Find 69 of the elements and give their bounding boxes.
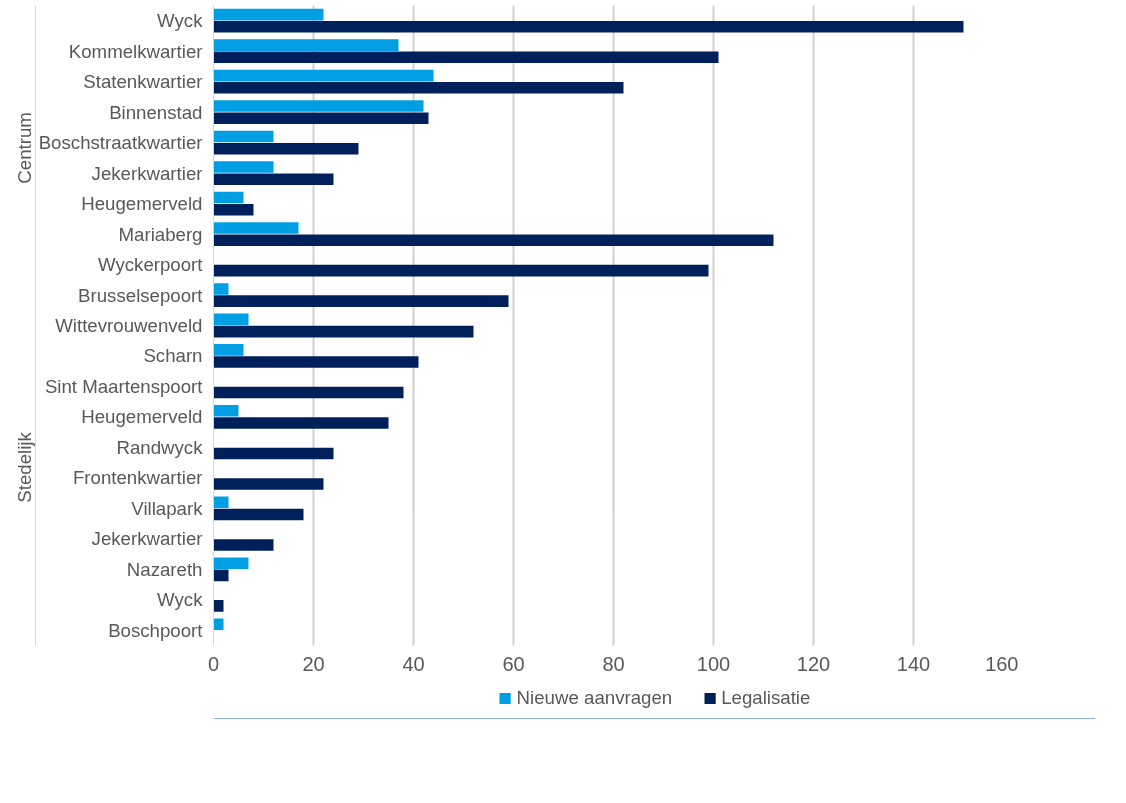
legend-label: Nieuwe aanvragen: [516, 687, 673, 709]
y-tick-label: Heugemerveld: [81, 193, 203, 215]
bar: [213, 112, 429, 125]
x-tick-label: 100: [696, 652, 731, 675]
bar: [213, 447, 334, 460]
bar: [213, 618, 224, 630]
bar: [213, 191, 244, 204]
bar: [213, 569, 229, 582]
bar: [213, 325, 474, 338]
bar: [213, 356, 419, 368]
bar: [213, 21, 964, 33]
text: Centrum: [14, 112, 35, 184]
y-tick-label: Villapark: [131, 497, 204, 519]
x-tick-label: 0: [207, 652, 220, 675]
y-tick-label: Sint Maartenspoort: [44, 375, 204, 397]
bar: [213, 82, 624, 94]
bar: [213, 600, 224, 612]
x-tick-label: 60: [502, 652, 525, 675]
y-tick-label: Wyck: [157, 10, 204, 32]
bar: [213, 496, 229, 509]
bar: [213, 69, 434, 82]
x-tick-label: 80: [602, 652, 625, 675]
bar: [213, 386, 404, 399]
bar: [213, 557, 249, 569]
y-tick-label: Wyck: [157, 589, 204, 611]
bar: [213, 234, 774, 246]
bar: [213, 313, 249, 326]
bar: [213, 344, 244, 356]
y-tick-label: Jekerkwartier: [91, 162, 203, 184]
bar: [213, 130, 274, 143]
bar: [213, 203, 254, 216]
y-tick-label: Wyckerpoort: [97, 254, 204, 276]
y-tick-label: Wittevrouwenveld: [55, 315, 203, 336]
bar: [213, 100, 424, 112]
y-tick-label: Nazareth: [126, 558, 203, 580]
y-tick-label: Heugemerveld: [81, 406, 203, 428]
y-tick-label: Mariaberg: [118, 223, 203, 245]
bar: [213, 142, 359, 155]
y-tick-label: Randwyck: [116, 436, 204, 458]
bar: [213, 51, 719, 64]
bar: [213, 539, 274, 551]
bar: [213, 8, 324, 21]
bar: [213, 478, 324, 490]
y-tick-label: Frontenkwartier: [72, 467, 203, 489]
bar: [213, 508, 304, 521]
x-tick-label: 120: [796, 652, 831, 675]
y-tick-label: Brusselsepoort: [78, 284, 204, 306]
y-tick-label: Kommelkwartier: [68, 40, 203, 62]
bar: [213, 222, 299, 234]
bar: [213, 295, 509, 307]
x-tick-label: 20: [302, 652, 325, 675]
bar: [213, 173, 334, 185]
bar: [213, 405, 239, 417]
bar: [213, 417, 389, 429]
legend-label: Legalisatie: [721, 687, 811, 709]
bar: [213, 264, 709, 277]
x-tick-label: 140: [896, 652, 931, 675]
x-tick-label: 40: [402, 652, 425, 675]
y-tick-label: Boschstraatkwartier: [38, 132, 203, 154]
bar: [213, 39, 399, 51]
x-tick-label: 160: [985, 652, 1019, 675]
y-tick-label: Boschpoort: [108, 619, 204, 641]
y-tick-label: Binnenstad: [109, 101, 203, 123]
text: Stedelijk: [14, 431, 35, 503]
y-tick-label: Scharn: [143, 345, 203, 367]
bar: [213, 283, 229, 295]
y-tick-label: Jekerkwartier: [91, 528, 203, 550]
bar: [213, 161, 274, 173]
y-tick-label: Statenkwartier: [83, 71, 203, 93]
